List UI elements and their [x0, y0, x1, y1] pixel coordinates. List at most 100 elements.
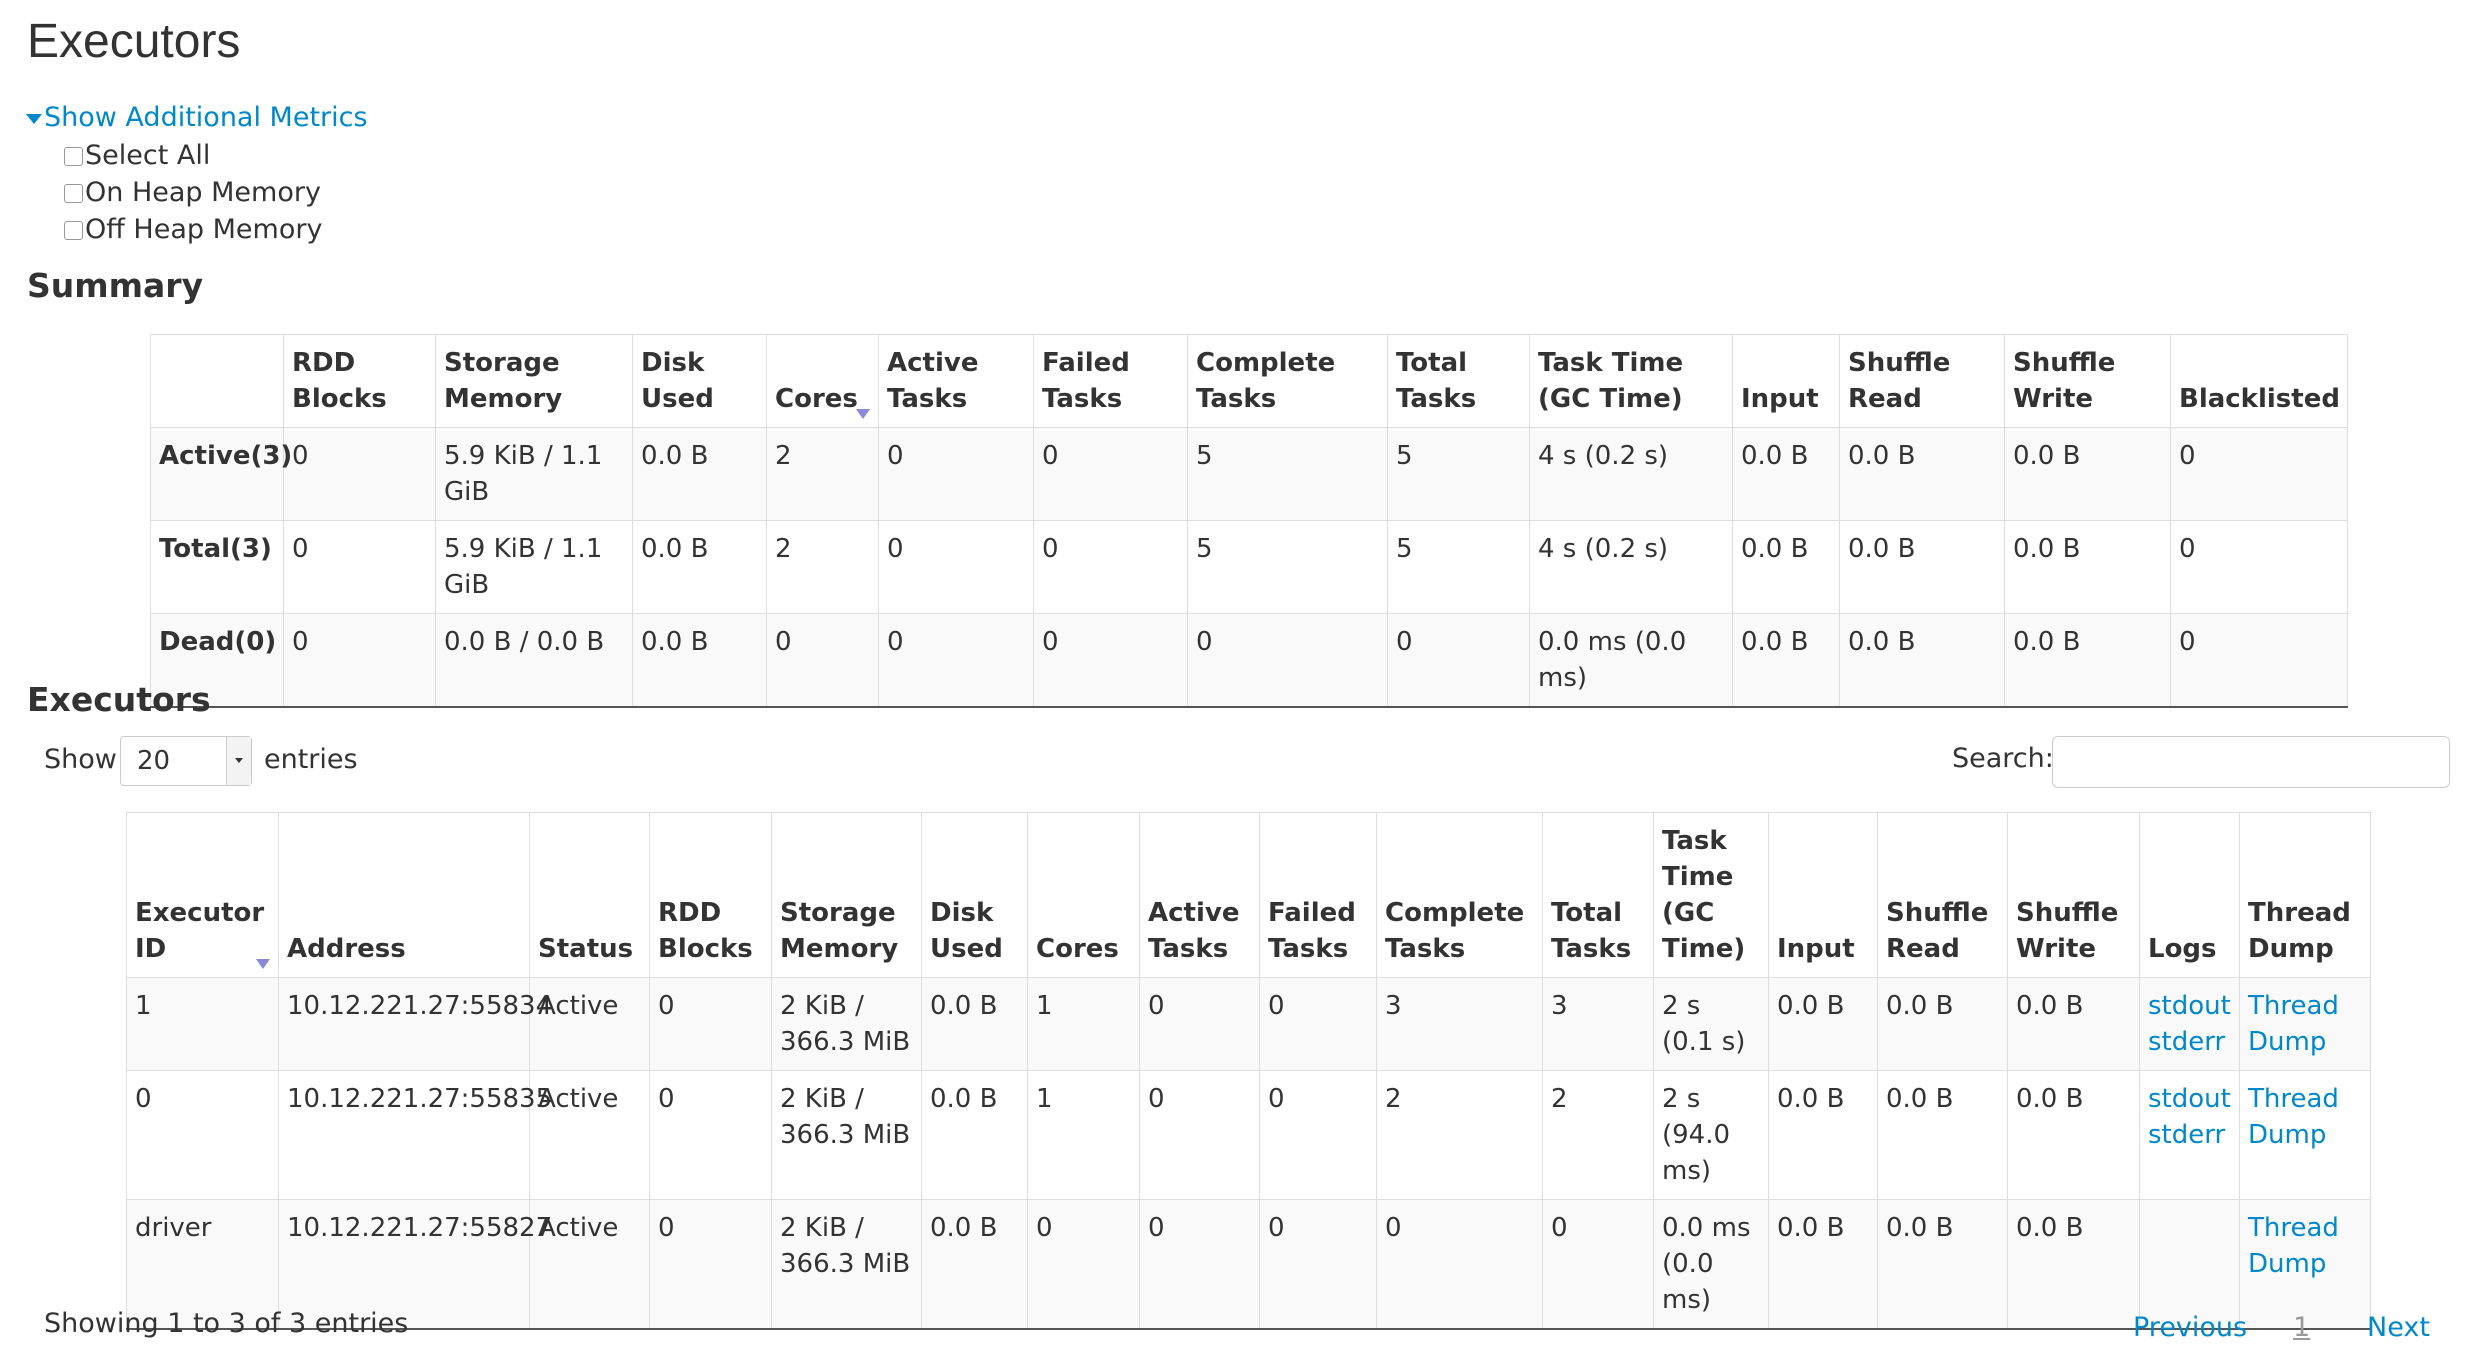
page-size-select[interactable]: 20 [120, 736, 252, 786]
summary-cell: 0 [878, 613, 1034, 708]
next-page-button[interactable]: Next [2367, 1312, 2430, 1343]
executors-column-header[interactable]: Shuffle Write [2007, 812, 2140, 978]
summary-column-header[interactable]: Task Time (GC Time) [1529, 334, 1733, 428]
checkbox[interactable] [64, 147, 83, 166]
executor-cell: 0 [649, 1199, 772, 1330]
executor-cell: 2 KiB / 366.3 MiB [771, 977, 922, 1071]
table-info: Showing 1 to 3 of 3 entries [44, 1308, 409, 1339]
summary-column-header[interactable]: Blacklisted [2170, 334, 2348, 428]
search-input[interactable] [2052, 736, 2450, 788]
executor-cell: 0 [649, 1070, 772, 1200]
thread-dump-link[interactable]: Thread Dump [2248, 1084, 2339, 1150]
toggle-label: Show Additional Metrics [44, 102, 368, 133]
show-additional-metrics-toggle[interactable]: Show Additional Metrics [26, 102, 368, 133]
executors-column-header[interactable]: Complete Tasks [1376, 812, 1543, 978]
executors-column-header[interactable]: Shuffle Read [1877, 812, 2008, 978]
executor-cell: 2 KiB / 366.3 MiB [771, 1070, 922, 1200]
stderr-link[interactable]: stderr [2148, 1027, 2226, 1057]
executor-cell: 0.0 B [1877, 1199, 2008, 1330]
page-1-button[interactable]: 1 [2293, 1312, 2311, 1343]
stdout-link[interactable]: stdout [2148, 1084, 2231, 1114]
summary-column-header[interactable]: Complete Tasks [1187, 334, 1388, 428]
checkbox[interactable] [64, 221, 83, 240]
logs-cell [2139, 1199, 2240, 1330]
executors-column-header[interactable]: Address [278, 812, 530, 978]
summary-cell: 5.9 KiB / 1.1 GiB [435, 520, 633, 614]
sort-descending-icon [256, 959, 270, 969]
executors-column-header[interactable]: Executor ID [126, 812, 279, 978]
off-heap-memory-checkbox[interactable]: Off Heap Memory [64, 214, 322, 245]
summary-cell: 0 [1387, 613, 1530, 708]
executors-column-header[interactable]: Logs [2139, 812, 2240, 978]
executor-cell: 0.0 B [921, 977, 1028, 1071]
dropdown-arrow-icon[interactable] [226, 737, 251, 785]
executor-cell: 0 [126, 1070, 279, 1200]
summary-column-header[interactable]: Total Tasks [1387, 334, 1530, 428]
executor-cell: 0 [1542, 1199, 1654, 1330]
summary-column-header[interactable] [150, 334, 284, 428]
executors-column-header[interactable]: Thread Dump [2239, 812, 2371, 978]
executor-cell: 2 KiB / 366.3 MiB [771, 1199, 922, 1330]
summary-column-header[interactable]: Active Tasks [878, 334, 1034, 428]
summary-cell: 0 [2170, 427, 2348, 521]
summary-row-label: Total(3) [150, 520, 284, 614]
stdout-link[interactable]: stdout [2148, 991, 2231, 1021]
thread-dump-link[interactable]: Thread Dump [2248, 991, 2339, 1057]
executors-heading: Executors [27, 680, 211, 719]
entries-label: entries [264, 744, 358, 775]
executor-cell: 0.0 B [1768, 1199, 1878, 1330]
executor-cell: 2 s (0.1 s) [1653, 977, 1769, 1071]
executors-column-header[interactable]: Status [529, 812, 650, 978]
select-all-checkbox[interactable]: Select All [64, 140, 210, 171]
previous-page-button[interactable]: Previous [2133, 1312, 2248, 1343]
executor-cell: Active [529, 1070, 650, 1200]
summary-row-label: Active(3) [150, 427, 292, 521]
executors-column-header[interactable]: Task Time (GC Time) [1653, 812, 1769, 978]
summary-column-header[interactable]: Storage Memory [435, 334, 633, 428]
executor-cell: 10.12.221.27:55834 [278, 977, 552, 1071]
summary-table: RDD Blocks Storage Memory Disk Used Cores Ac… [150, 334, 2348, 708]
executor-cell: 0 [1259, 1199, 1377, 1330]
executors-column-header[interactable]: RDD Blocks [649, 812, 772, 978]
summary-cell: 0.0 B [2004, 427, 2171, 521]
summary-cell: 0.0 B [632, 427, 767, 521]
executor-cell: Active [529, 1199, 650, 1330]
summary-cell: 0.0 B / 0.0 B [435, 613, 633, 708]
summary-column-header[interactable]: Cores [766, 334, 879, 428]
summary-column-header[interactable]: Shuffle Write [2004, 334, 2171, 428]
executors-column-header[interactable]: Cores [1027, 812, 1140, 978]
summary-column-header[interactable]: Input [1732, 334, 1840, 428]
executor-row: 1 10.12.221.27:55834 Active 0 2 KiB / 366.3 … [126, 977, 2371, 1071]
executor-cell: 0 [1139, 1199, 1260, 1330]
executors-column-header[interactable]: Input [1768, 812, 1878, 978]
executor-cell: 0.0 ms (0.0 ms) [1653, 1199, 1769, 1330]
executor-cell: 3 [1542, 977, 1654, 1071]
summary-column-header[interactable]: Disk Used [632, 334, 767, 428]
executors-column-header[interactable]: Failed Tasks [1259, 812, 1377, 978]
executor-cell: 0.0 B [921, 1199, 1028, 1330]
summary-column-header[interactable]: RDD Blocks [283, 334, 436, 428]
executor-cell: 0 [1259, 1070, 1377, 1200]
show-label: Show [44, 744, 117, 775]
thread-dump-link[interactable]: Thread Dump [2248, 1213, 2339, 1279]
summary-cell: 0.0 B [1839, 427, 2005, 521]
executor-cell: 2 [1542, 1070, 1654, 1200]
executors-column-header[interactable]: Active Tasks [1139, 812, 1260, 978]
executor-row: driver 10.12.221.27:55827 Active 0 2 KiB / 3… [126, 1199, 2371, 1330]
summary-column-header[interactable]: Shuffle Read [1839, 334, 2005, 428]
executor-cell: 2 [1376, 1070, 1543, 1200]
executor-cell: 0 [1027, 1199, 1140, 1330]
on-heap-memory-checkbox[interactable]: On Heap Memory [64, 177, 321, 208]
summary-cell: 0 [1033, 427, 1188, 521]
summary-cell: 5.9 KiB / 1.1 GiB [435, 427, 633, 521]
summary-cell: 0 [1033, 613, 1188, 708]
executors-table: Executor ID Address Status RDD Blocks Storag… [126, 812, 2371, 1330]
checkbox[interactable] [64, 184, 83, 203]
stderr-link[interactable]: stderr [2148, 1120, 2226, 1150]
summary-column-header[interactable]: Failed Tasks [1033, 334, 1188, 428]
executors-column-header[interactable]: Disk Used [921, 812, 1028, 978]
executors-column-header[interactable]: Storage Memory [771, 812, 922, 978]
executor-cell: 1 [1027, 977, 1140, 1071]
executors-column-header[interactable]: Total Tasks [1542, 812, 1654, 978]
